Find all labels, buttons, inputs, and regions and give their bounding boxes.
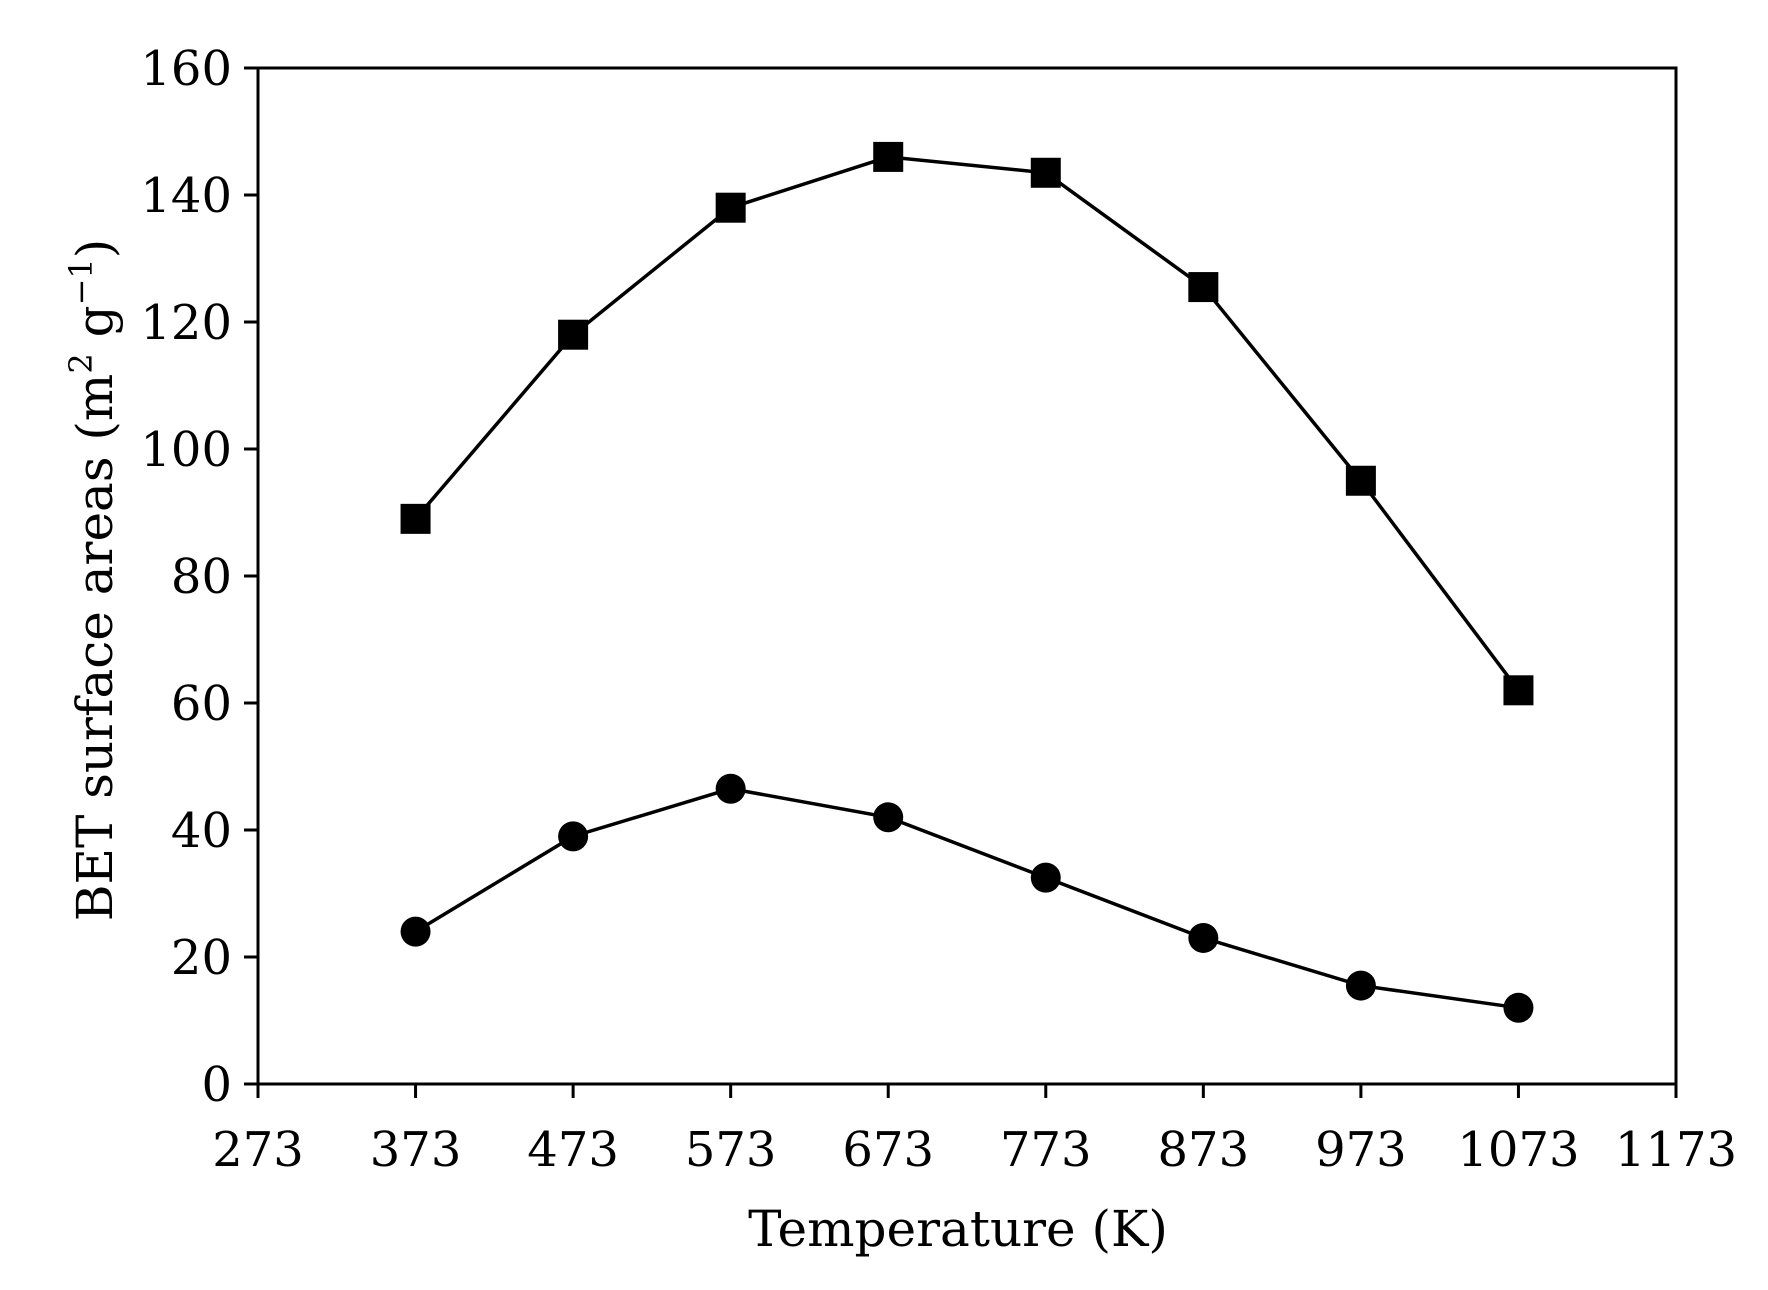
x-tick-label-573: 573 [685,1122,777,1178]
y-tick-label-20: 20 [171,930,232,986]
y-axis: 0 20 40 60 80 100 120 140 160 [140,41,258,1113]
series-2-point-1073 [1503,992,1534,1023]
y-tick-label-100: 100 [140,422,232,478]
series-2-point-373 [400,916,431,947]
y-tick-label-40: 40 [171,803,232,859]
series-1-point-673 [873,141,904,172]
series-1-point-573 [715,192,746,223]
x-tick-label-373: 373 [370,1122,462,1178]
x-tick-label-773: 773 [1000,1122,1092,1178]
series-1-point-373 [400,503,431,534]
y-tick-label-60: 60 [171,676,232,732]
series-1-line [414,155,1520,692]
series-1-point-473 [558,319,589,350]
series-1-point-773 [1030,157,1061,188]
series-2-point-973 [1345,970,1376,1001]
y-axis-title-g: g [66,305,124,353]
y-tick-label-120: 120 [140,295,232,351]
y-axis-title-sup-g: −1 [62,258,100,305]
x-tick-label-973: 973 [1315,1122,1407,1178]
y-axis-title-main: BET surface areas (m [66,374,124,922]
plot-frame [256,66,1678,1086]
y-tick-label-160: 160 [140,41,232,97]
x-tick-label-673: 673 [842,1122,934,1178]
series-layer [400,141,1534,1023]
series-1-point-973 [1345,465,1376,496]
x-tick-label-273: 273 [212,1122,304,1178]
series-2-point-473 [558,821,589,852]
y-tick-label-140: 140 [140,168,232,224]
x-tick-label-1173: 1173 [1615,1122,1737,1178]
y-tick-label-0: 0 [201,1057,232,1113]
series-2-point-873 [1188,922,1219,953]
series-1-point-873 [1188,272,1219,303]
x-tick-label-473: 473 [527,1122,619,1178]
y-axis-title: BET surface areas (m2 g−1) [62,239,124,922]
x-tick-label-873: 873 [1158,1122,1250,1178]
series-1-point-1073 [1503,675,1534,706]
series-2-point-673 [873,802,904,833]
y-axis-title-end: ) [66,239,124,259]
x-tick-label-1073: 1073 [1457,1122,1579,1178]
y-tick-label-80: 80 [171,549,232,605]
series-2-point-773 [1030,862,1061,893]
y-axis-title-sup-m2: 2 [62,353,100,373]
series-2-line [414,786,1519,1010]
series-2-point-573 [715,773,746,804]
x-axis: 273 373 473 573 673 773 873 973 1073 1173 [212,1084,1737,1178]
x-axis-title: Temperature (K) [748,1200,1168,1258]
